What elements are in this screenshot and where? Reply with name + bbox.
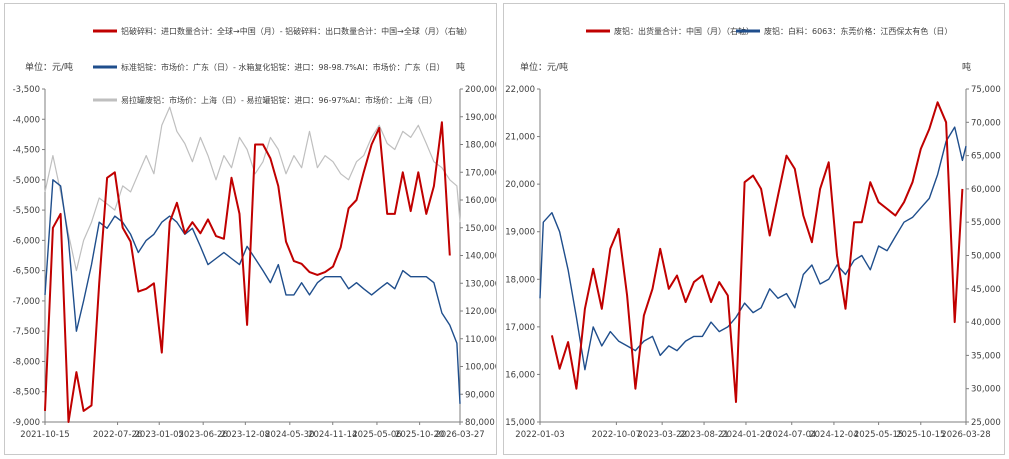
x-tick-label: 2025-05-15 — [854, 430, 903, 440]
legend-label-1: 铝破碎料：进口数量合计：全球→中国（月）- 铝破碎料：出口数量合计：中国→全球（… — [121, 26, 472, 36]
x-tick-label: 2022-10-07 — [592, 430, 641, 440]
y-right-tick-label: 140,000 — [465, 252, 496, 262]
x-tick-label: 2023-08-21 — [679, 430, 728, 440]
y-left-tick-label: 15,000 — [505, 418, 535, 428]
y-right-tick-label: 100,000 — [465, 363, 496, 373]
x-tick-label: 2025-10-15 — [896, 430, 945, 440]
y-left-tick-label: -8,000 — [13, 357, 40, 367]
y-left-tick-label: -5,000 — [13, 176, 40, 186]
y-right-tick-label: 120,000 — [465, 307, 496, 317]
y-right-tick-label: 200,000 — [465, 85, 496, 95]
y-right-tick-label: 25,000 — [971, 418, 1001, 428]
y-left-tick-label: 21,000 — [505, 133, 535, 143]
legend-label-2: 废铝：白料：6063：东莞价格：江西保太有色（日） — [764, 26, 952, 36]
y-right-tick-label: 170,000 — [465, 168, 496, 178]
y-left-tick-label: 22,000 — [505, 85, 535, 95]
y-left-tick-label: -9,000 — [13, 418, 40, 428]
y-right-tick-label: 30,000 — [971, 385, 1001, 395]
y-left-tick-label: -4,000 — [13, 115, 40, 125]
x-tick-label: 2026-03-28 — [941, 430, 990, 440]
unit-right-label: 吨 — [456, 61, 465, 73]
chart-panel-left: 单位：元/吨 吨 -3,500 -4,000 -4,500 -5,000 -5,500 -6,… — [4, 3, 501, 455]
x-tick-label: 2024-07-04 — [767, 430, 816, 440]
y-right-tick-label: 50,000 — [971, 252, 1001, 262]
x-tick-label: 2022-07-26 — [93, 430, 142, 440]
y-right-tick-label: 45,000 — [971, 285, 1001, 295]
series-line-1 — [550, 101, 964, 403]
x-tick-label: 2024-11-14 — [308, 430, 357, 440]
y-right-tick-label: 60,000 — [971, 185, 1001, 195]
y-left-tick-label: -8,500 — [13, 388, 40, 398]
unit-left-label: 单位：元/吨 — [25, 61, 73, 73]
y-left-tick-label: -5,500 — [13, 206, 40, 216]
y-left-tick-label: 20,000 — [505, 180, 535, 190]
y-right-tick-label: 80,000 — [465, 418, 495, 428]
x-tick-label: 2023-03-22 — [637, 430, 686, 440]
x-tick-label: 2026-03-27 — [435, 430, 484, 440]
y-left-tick-label: -6,000 — [13, 236, 40, 246]
y-right-tick-label: 65,000 — [971, 152, 1001, 162]
y-right-tick-label: 130,000 — [465, 279, 496, 289]
y-right-tick-label: 70,000 — [971, 118, 1001, 128]
unit-left-label: 单位：元/吨 — [520, 61, 568, 73]
y-left-tick-label: 16,000 — [505, 370, 535, 380]
y-right-tick-label: 35,000 — [971, 351, 1001, 361]
y-left-tick-label: -7,000 — [13, 297, 40, 307]
legend-label-1: 废铝：出货量合计：中国（月）（右轴） — [614, 26, 754, 36]
series-line-2 — [44, 179, 461, 404]
y-left-tick-label: -7,500 — [13, 327, 40, 337]
x-tick-label: 2023-06-26 — [178, 430, 227, 440]
y-right-tick-label: 190,000 — [465, 113, 496, 123]
series-line-1 — [44, 121, 451, 423]
y-left-tick-label: -6,500 — [13, 267, 40, 277]
x-tick-label: 2025-10-20 — [395, 430, 444, 440]
legend-label-2: 标准铝锭：市场价：广东（日）- 水箱复化铝锭：进口：98-98.7%Al：市场价… — [121, 62, 445, 72]
chart-right: 单位：元/吨 吨 22,000 21,000 20,000 19,000 18,000 17,… — [505, 26, 1001, 440]
y-left-tick-label: -3,500 — [13, 85, 40, 95]
x-tick-label: 2023-01-05 — [135, 430, 184, 440]
y-right-tick-label: 110,000 — [465, 335, 496, 345]
x-tick-label: 2025-05-06 — [352, 430, 401, 440]
legend-label-3: 易拉罐废铝：市场价：上海（日）- 易拉罐铝锭：进口：96-97%Al：市场价：上… — [121, 95, 437, 105]
chart-panel-right: 单位：元/吨 吨 22,000 21,000 20,000 19,000 18,000 17,… — [503, 3, 1005, 455]
series-line-2 — [539, 126, 967, 371]
y-right-tick-label: 150,000 — [465, 224, 496, 234]
x-tick-label: 2022-01-03 — [515, 430, 564, 440]
x-tick-label: 2024-01-20 — [721, 430, 770, 440]
y-right-tick-label: 180,000 — [465, 141, 496, 151]
y-right-tick-label: 160,000 — [465, 196, 496, 206]
y-right-tick-label: 55,000 — [971, 218, 1001, 228]
series-line-3 — [44, 106, 461, 272]
y-left-tick-label: -4,500 — [13, 146, 40, 156]
x-tick-label: 2023-12-08 — [221, 430, 270, 440]
y-left-tick-label: 17,000 — [505, 323, 535, 333]
y-right-tick-label: 40,000 — [971, 318, 1001, 328]
y-right-tick-label: 90,000 — [465, 390, 495, 400]
y-right-tick-label: 75,000 — [971, 85, 1001, 95]
unit-right-label: 吨 — [962, 61, 971, 73]
chart-left: 单位：元/吨 吨 -3,500 -4,000 -4,500 -5,000 -5,500 -6,… — [13, 26, 501, 440]
x-tick-label: 2024-12-04 — [809, 430, 858, 440]
y-left-tick-label: 18,000 — [505, 275, 535, 285]
x-tick-label: 2021-10-15 — [20, 430, 69, 440]
x-tick-label: 2024-05-30 — [265, 430, 314, 440]
y-left-tick-label: 19,000 — [505, 228, 535, 238]
